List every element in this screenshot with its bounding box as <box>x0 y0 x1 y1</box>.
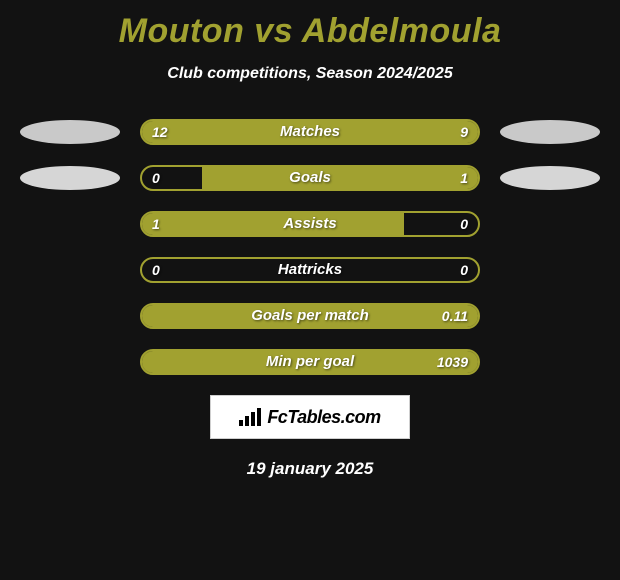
logo: FcTables.com <box>210 395 410 439</box>
bar-fill-right <box>334 121 478 143</box>
bar-track <box>140 165 480 191</box>
bar-fill-left <box>142 167 202 189</box>
bar-track <box>140 211 480 237</box>
bar-fill-right <box>202 167 478 189</box>
shadow-ellipse-right <box>500 166 600 190</box>
bar-fill-left <box>142 213 404 235</box>
chart-row: Matches129 <box>0 119 620 147</box>
date-label: 19 january 2025 <box>0 459 620 479</box>
bar-track <box>140 257 480 283</box>
chart-row: Goals per match0.11 <box>0 303 620 331</box>
logo-bars-icon <box>239 408 261 426</box>
logo-text: FcTables.com <box>267 407 380 428</box>
chart-row: Goals01 <box>0 165 620 193</box>
bar-fill-right <box>142 351 478 373</box>
comparison-chart: Matches129 Goals01 Assists10 Hattricks00 Goa… <box>0 119 620 377</box>
bar-fill-left <box>142 121 334 143</box>
shadow-ellipse-left <box>20 166 120 190</box>
subtitle: Club competitions, Season 2024/2025 <box>0 65 620 83</box>
shadow-ellipse-left <box>20 120 120 144</box>
bar-track <box>140 303 480 329</box>
page-title: Mouton vs Abdelmoula <box>0 0 620 51</box>
bar-fill-right <box>404 213 478 235</box>
chart-row: Hattricks00 <box>0 257 620 285</box>
bar-track <box>140 119 480 145</box>
bar-track <box>140 349 480 375</box>
chart-row: Min per goal1039 <box>0 349 620 377</box>
chart-row: Assists10 <box>0 211 620 239</box>
comparison-card: Mouton vs Abdelmoula Club competitions, … <box>0 0 620 580</box>
bar-fill-right <box>142 305 478 327</box>
shadow-ellipse-right <box>500 120 600 144</box>
